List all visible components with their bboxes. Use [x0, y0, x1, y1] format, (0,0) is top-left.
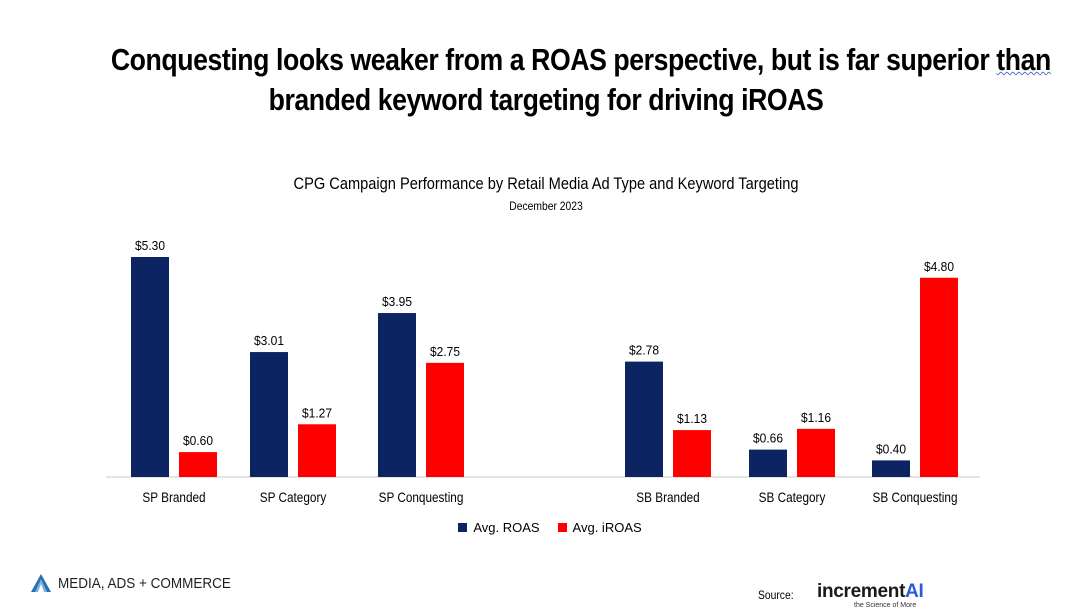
bar-roas-2 [378, 313, 416, 477]
x-tick-label-3: SB Branded [636, 489, 699, 505]
data-label-roas-3: $2.78 [629, 343, 659, 358]
chart-subtitle: December 2023 [509, 199, 583, 213]
bar-iroas-1 [298, 424, 336, 477]
bar-iroas-4 [797, 428, 835, 477]
bar-iroas-3 [673, 430, 711, 477]
legend-swatch-iroas [557, 522, 567, 532]
data-label-roas-4: $0.66 [753, 431, 783, 446]
brand-name-accent: AI [905, 581, 924, 602]
media-ads-commerce-logo: MEDIA, ADS + COMMERCE [30, 572, 250, 594]
data-label-iroas-4: $1.16 [801, 410, 831, 425]
x-tick-label-1: SP Category [260, 489, 327, 505]
headline-underlined-word: than [996, 42, 1051, 77]
brand-tagline: the Science of More [854, 602, 917, 609]
x-tick-label-4: SB Category [759, 489, 826, 505]
headline-line-1-text: Conquesting looks weaker from a ROAS per… [110, 42, 997, 77]
x-tick-label-5: SB Conquesting [873, 489, 958, 505]
slide-headline: Conquesting looks weaker from a ROAS per… [111, 40, 1051, 120]
legend-label-roas: Avg. ROAS [473, 519, 540, 535]
incremental-wordmark: incrementAI [817, 582, 927, 602]
legend-item-iroas: Avg. iROAS [557, 519, 642, 535]
source-label: Source: [758, 588, 794, 602]
bar-iroas-2 [426, 362, 464, 477]
bar-roas-3 [625, 361, 663, 477]
bar-iroas-5 [920, 277, 958, 477]
legend-item-roas: Avg. ROAS [458, 519, 540, 535]
bar-roas-1 [250, 352, 288, 477]
data-label-iroas-2: $2.75 [430, 344, 460, 359]
bar-iroas-0 [179, 452, 217, 477]
bar-roas-4 [749, 449, 787, 477]
data-label-iroas-3: $1.13 [677, 411, 707, 426]
x-tick-label-2: SP Conquesting [379, 489, 464, 505]
legend-swatch-roas [458, 522, 468, 532]
data-label-roas-1: $3.01 [254, 333, 284, 348]
data-label-iroas-1: $1.27 [302, 405, 332, 420]
legend-label-iroas: Avg. iROAS [572, 519, 642, 535]
mountain-logo-icon [31, 574, 51, 592]
incremental-logo: incrementAI the Science of More [817, 582, 927, 610]
data-label-roas-2: $3.95 [382, 294, 412, 309]
bar-roas-5 [872, 460, 910, 477]
chart-legend: Avg. ROAS Avg. iROAS [440, 517, 660, 537]
media-ads-commerce-text: MEDIA, ADS + COMMERCE [58, 574, 231, 592]
bar-roas-0 [131, 257, 169, 477]
brand-name-prefix: increment [817, 581, 906, 602]
data-label-roas-0: $5.30 [135, 238, 165, 253]
data-label-roas-5: $0.40 [876, 441, 906, 456]
headline-line-2: branded keyword targeting for driving iR… [268, 82, 824, 117]
x-tick-label-0: SP Branded [142, 489, 205, 505]
data-label-iroas-5: $4.80 [924, 259, 954, 274]
data-label-iroas-0: $0.60 [183, 433, 213, 448]
chart-title: CPG Campaign Performance by Retail Media… [293, 174, 799, 193]
headline-line-1: Conquesting looks weaker from a ROAS per… [111, 40, 1051, 80]
